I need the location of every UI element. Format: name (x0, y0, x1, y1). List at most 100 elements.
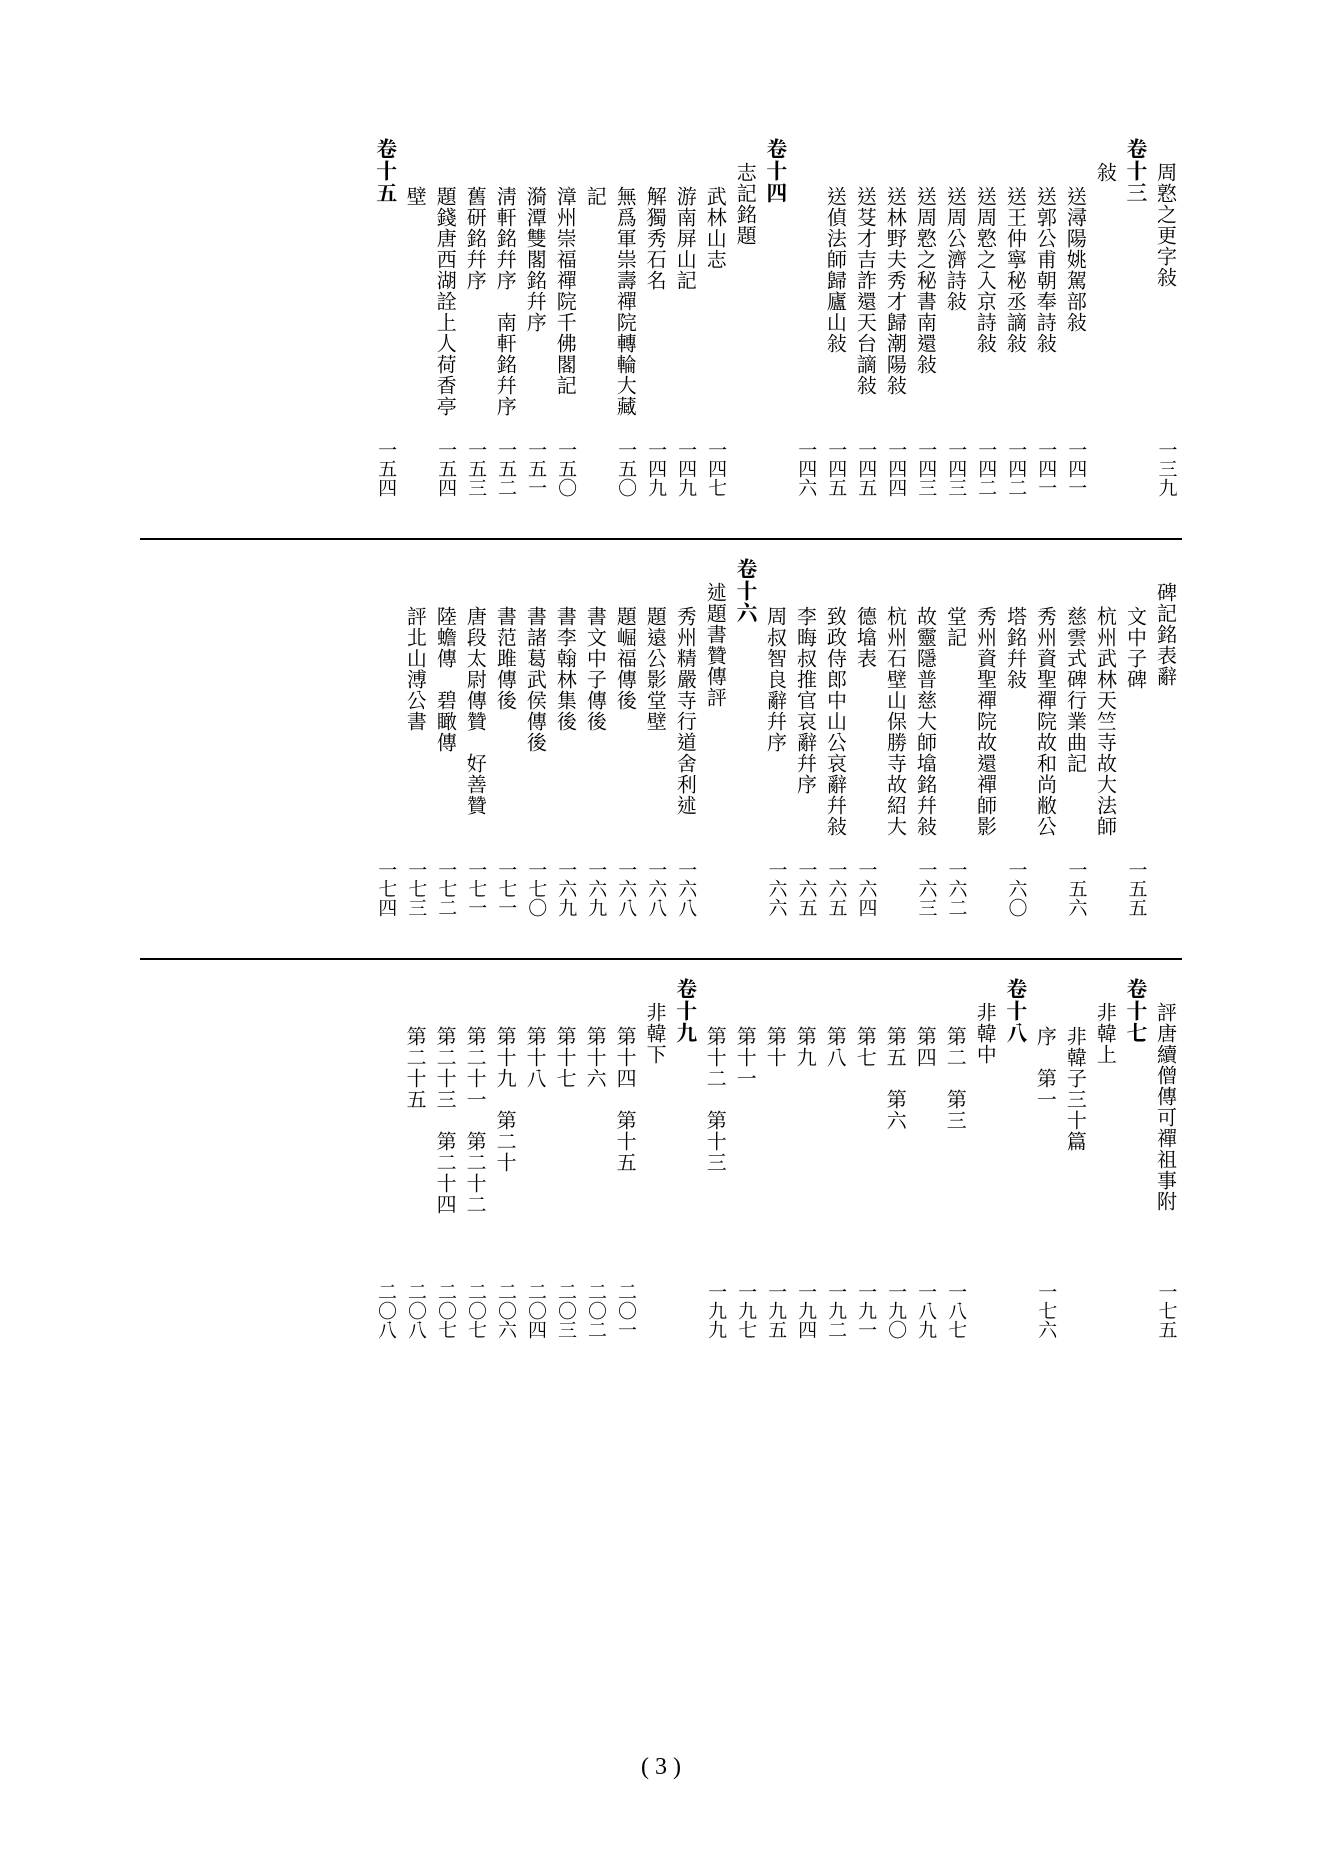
entry-title: 第十二 第十三 (705, 978, 728, 1258)
entry-title: 書諸葛武侯傳後 (525, 558, 548, 838)
toc-column: 第十七二〇三 (555, 978, 579, 1342)
volume-heading: 卷十九 (675, 978, 699, 1258)
entry-title: 淸軒銘幷序 南軒銘幷序 (495, 138, 518, 418)
toc-column: 送林野夫秀才歸潮陽敍一四四 (885, 138, 909, 500)
toc-column: 第十二 第十三一九九 (705, 978, 729, 1342)
entry-title: 第八 (825, 978, 848, 1258)
toc-column: 卷十九 (675, 978, 699, 1342)
toc-column: 送王仲寧秘丞謫敍一四二 (1005, 138, 1029, 500)
entry-title: 漳州崇福禪院千佛閣記 (555, 138, 578, 418)
toc-column: 述題書贊傳評 (705, 558, 729, 920)
toc-column: 陸蟾傳 碧瞰傳一七二 (435, 558, 459, 920)
entry-title: 周憝之更字敍 (1156, 138, 1179, 418)
entry-page: 一六三 (917, 860, 938, 920)
entry-page: 一八九 (916, 1282, 937, 1342)
entry-title: 文中子碑 (1126, 558, 1149, 838)
entry-page: 一七一 (466, 860, 487, 920)
toc-column: 第四一八九 (915, 978, 939, 1342)
toc-column: 第二 第三一八七 (945, 978, 969, 1342)
entry-title: 第九 (795, 978, 818, 1258)
toc-section: 碑記銘表辭文中子碑一五五杭州武林天竺寺故大法師慈雲式碑行業曲記一五六秀州資聖禪院… (140, 540, 1182, 960)
volume-heading: 卷十四 (765, 138, 789, 418)
entry-page: 一七二 (436, 860, 457, 920)
entry-title: 評唐續僧傳可禪祖事附 (1156, 978, 1179, 1258)
entry-page: 一七四 (376, 860, 397, 920)
entry-title: 第十 (765, 978, 788, 1258)
entry-title: 第七 (855, 978, 878, 1258)
toc-column: 第二十三 第二十四二〇七 (435, 978, 459, 1342)
toc-column: 壁 (405, 138, 429, 500)
toc-column: 杭州武林天竺寺故大法師 (1095, 558, 1119, 920)
entry-title: 周叔智良辭幷序 (766, 558, 789, 838)
toc-column: 堂記一六二 (945, 558, 969, 920)
toc-column: 評北山溥公書一七三 (405, 558, 429, 920)
toc-column: 非韓子三十篇 (1065, 978, 1089, 1342)
entry-page: 一四五 (826, 440, 847, 500)
entry-title: 慈雲式碑行業曲記 (1066, 558, 1089, 838)
entry-page: 一六八 (646, 860, 667, 920)
toc-column: 題錢唐西湖詮上人荷香亭一五四 (435, 138, 459, 500)
toc-column: 慈雲式碑行業曲記一五六 (1065, 558, 1089, 920)
entry-page: 一六二 (947, 860, 968, 920)
toc-column: 故靈隱普慈大師墖銘幷敍一六三 (915, 558, 939, 920)
toc-column: 第十一九五 (765, 978, 789, 1342)
toc-column: 第五 第六一九〇 (885, 978, 909, 1342)
entry-title: 陸蟾傳 碧瞰傳 (435, 558, 458, 838)
toc-column: 書諸葛武侯傳後一七〇 (525, 558, 549, 920)
entry-page: 二〇一 (616, 1282, 637, 1342)
entry-page: 一五六 (1067, 860, 1088, 920)
toc-column: 第九一九四 (795, 978, 819, 1342)
entry-page: 二〇七 (466, 1282, 487, 1342)
entry-title: 書李翰林集後 (555, 558, 578, 838)
entry-title: 非韓子三十篇 (1065, 978, 1088, 1258)
entry-page: 一六九 (586, 860, 607, 920)
entry-title: 第十九 第二十 (495, 978, 518, 1258)
toc-column: 德墖表一六四 (855, 558, 879, 920)
entry-title: 非韓上 (1095, 978, 1118, 1258)
entry-title: 送潯陽姚駕部敍 (1065, 138, 1088, 418)
entry-title: 第二十一 第二十二 (465, 978, 488, 1258)
entry-page: 二〇八 (406, 1282, 427, 1342)
toc-column: 第十四 第十五二〇一 (615, 978, 639, 1342)
entry-page: 二〇六 (496, 1282, 517, 1342)
toc-column: 文中子碑一五五 (1125, 558, 1149, 920)
entry-title: 第十四 第十五 (615, 978, 638, 1258)
toc-column: 序 第一一七六 (1035, 978, 1059, 1342)
entry-page: 二〇七 (436, 1282, 457, 1342)
entry-title: 題錢唐西湖詮上人荷香亭 (435, 138, 458, 418)
entry-page: 二〇八 (376, 1282, 397, 1342)
entry-title: 送偵法師歸廬山敍 (825, 138, 848, 418)
entry-title: 書范雎傳後 (495, 558, 518, 838)
entry-title: 壁 (405, 138, 428, 418)
entry-page: 一四六 (796, 440, 817, 500)
toc-column: 送周憝之秘書南還敍一四三 (915, 138, 939, 500)
entry-page: 一五三 (466, 440, 487, 500)
toc-column: 書文中子傳後一六九 (585, 558, 609, 920)
toc-column: 李晦叔推官哀辭幷序一六五 (795, 558, 819, 920)
toc-column: 周憝之更字敍一三九 (1155, 138, 1179, 500)
toc-column: 題崛福傳後一六八 (615, 558, 639, 920)
toc-section: 周憝之更字敍一三九卷十三敍送潯陽姚駕部敍一四一送郭公甫朝奉詩敍一四一送王仲寧秘丞… (140, 120, 1182, 540)
entry-title: 第十七 (555, 978, 578, 1258)
entry-title: 志記銘題 (735, 138, 758, 418)
toc-column: 第二十五二〇八 (405, 978, 429, 1342)
entry-title: 舊研銘幷序 (465, 138, 488, 418)
entry-page: 一九二 (826, 1282, 847, 1342)
toc-column: 志記銘題 (735, 138, 759, 500)
entry-title: 送周憝之入京詩敍 (975, 138, 998, 418)
volume-heading: 卷十六 (735, 558, 759, 838)
toc-column: 送周憝之入京詩敍一四二 (975, 138, 999, 500)
entry-page: 一四二 (1006, 440, 1027, 500)
entry-title: 李晦叔推官哀辭幷序 (796, 558, 819, 838)
entry-title: 非韓下 (645, 978, 668, 1258)
toc-section: 評唐續僧傳可禪祖事附一七五卷十七非韓上非韓子三十篇序 第一一七六卷十八非韓中第二… (140, 960, 1182, 1380)
toc-column: 秀州精嚴寺行道舍利述一六八 (675, 558, 699, 920)
entry-page: 一六六 (767, 860, 788, 920)
entry-page: 一九〇 (886, 1282, 907, 1342)
toc-column: 送潯陽姚駕部敍一四一 (1065, 138, 1089, 500)
toc-column: 唐段太尉傳贊 好善贊一七一 (465, 558, 489, 920)
entry-page: 一六五 (827, 860, 848, 920)
toc-column: 一四六 (795, 138, 819, 500)
entry-title: 第二十三 第二十四 (435, 978, 458, 1258)
entry-page: 一六八 (616, 860, 637, 920)
